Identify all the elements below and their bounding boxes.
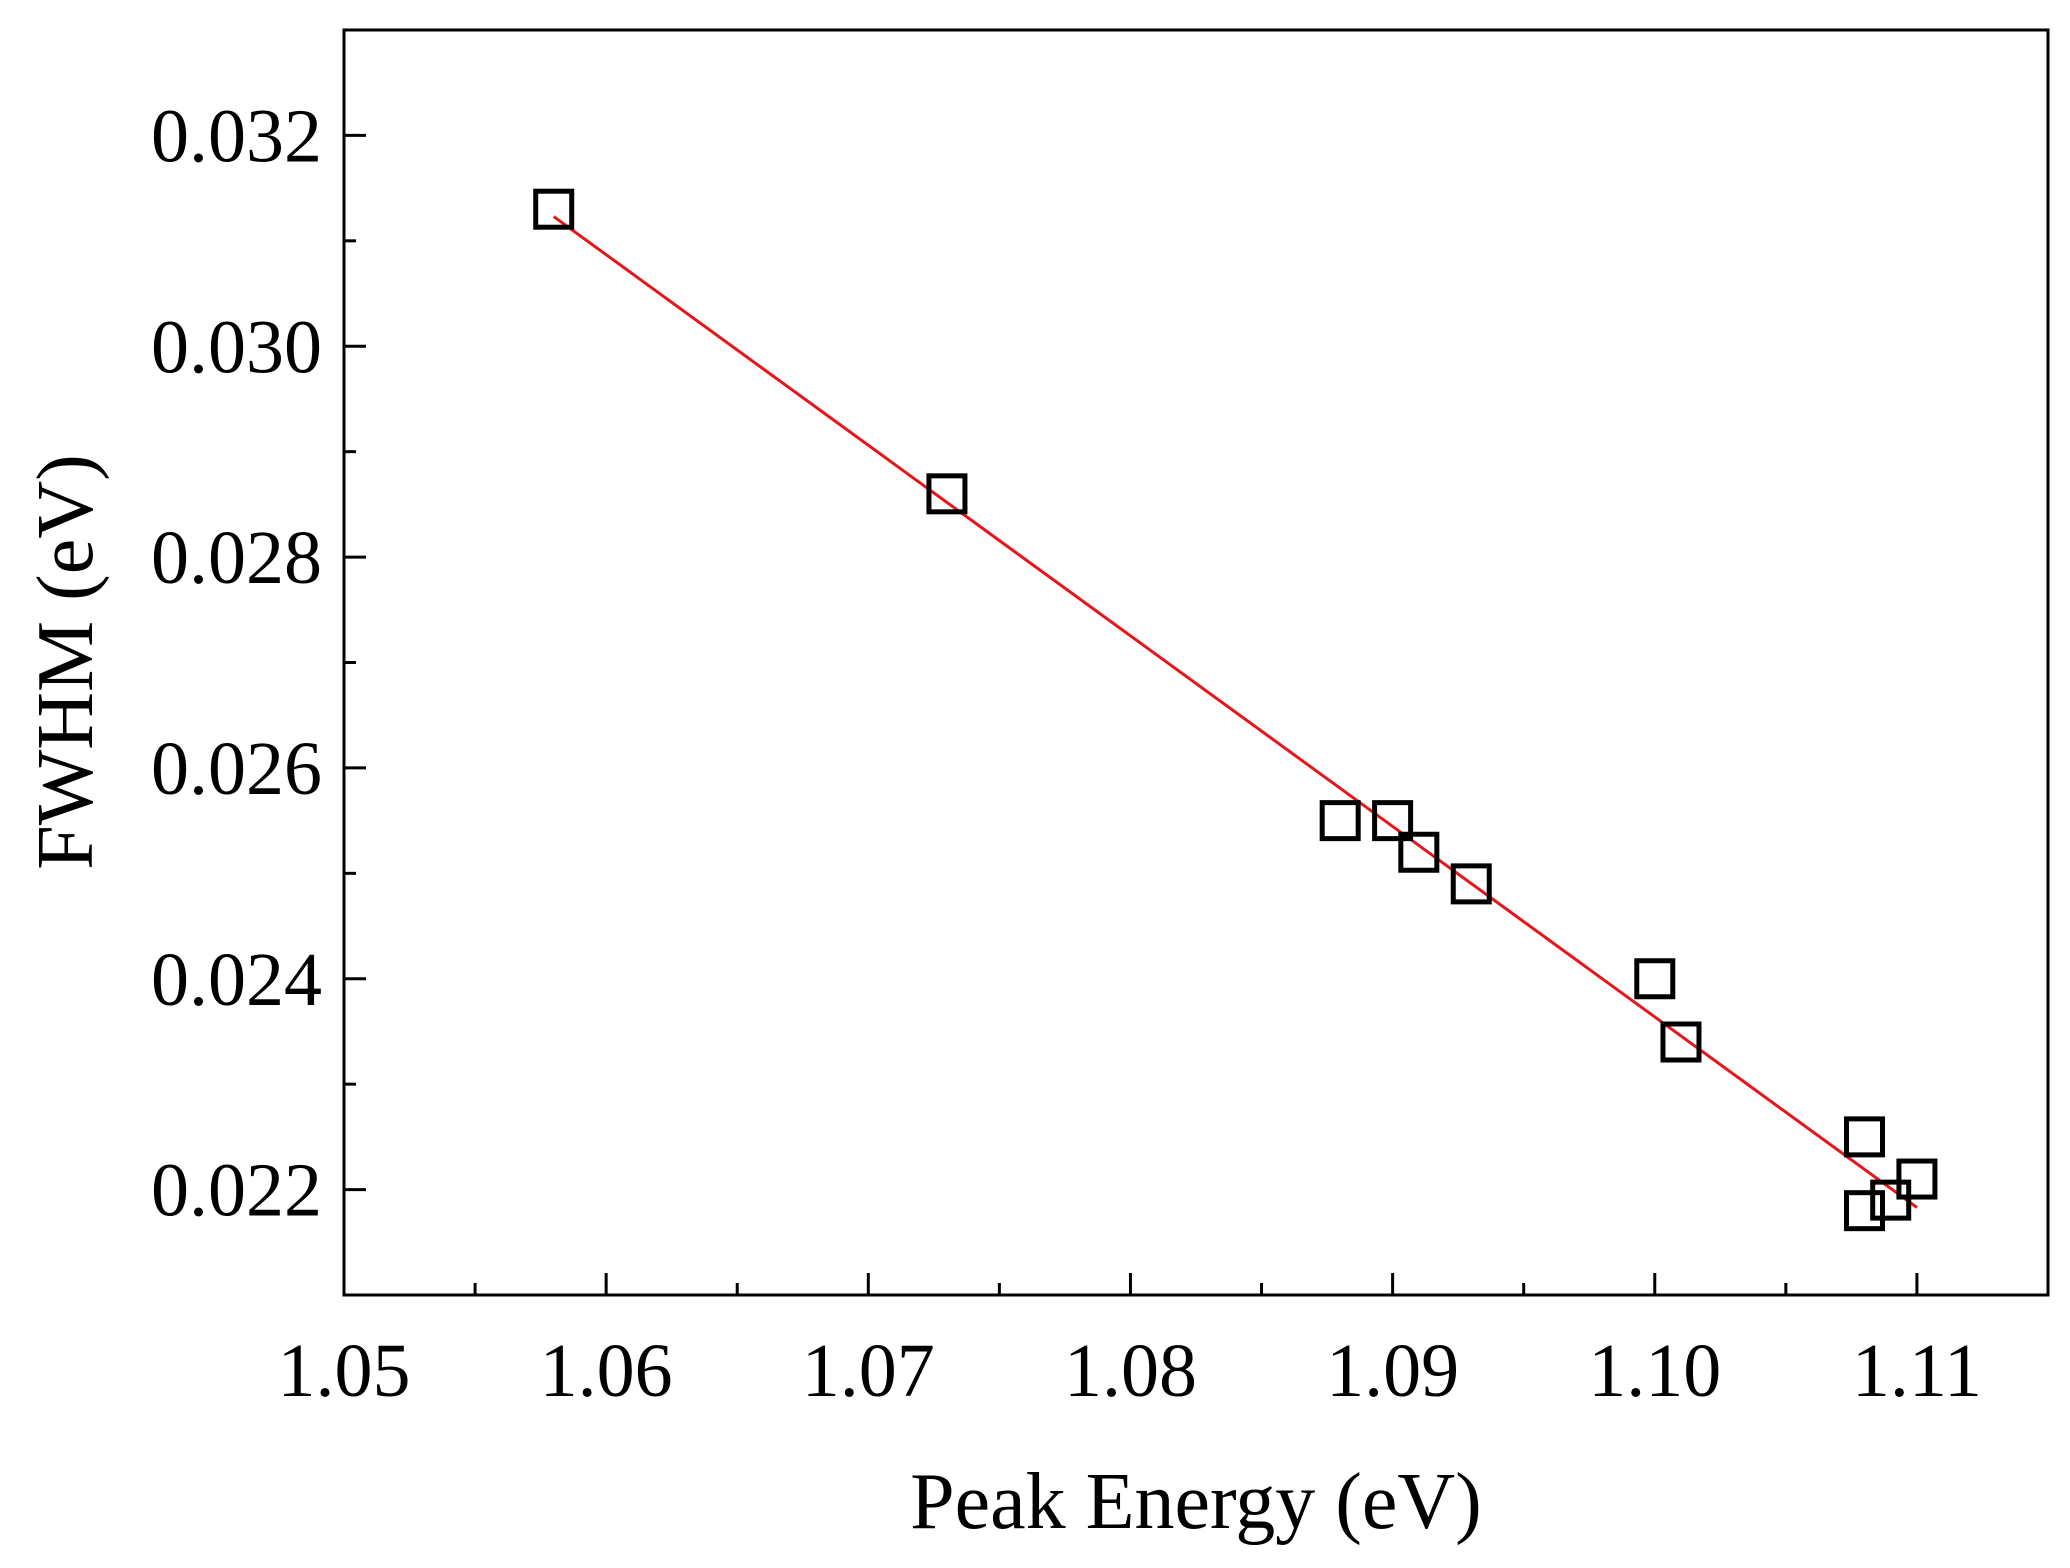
y-axis-tick-labels: 0.022 0.024 0.026 0.028 0.030 0.032 — [151, 94, 322, 1232]
y-tick-label: 0.022 — [151, 1149, 322, 1233]
x-tick-label: 1.06 — [540, 1329, 673, 1413]
y-tick-label: 0.032 — [151, 94, 322, 178]
data-point-square — [1398, 831, 1440, 873]
data-point-square — [1660, 1021, 1702, 1063]
data-point-square — [533, 188, 575, 230]
x-tick-label: 1.09 — [1326, 1329, 1459, 1413]
data-point-square — [1319, 800, 1361, 842]
x-tick-label: 1.08 — [1064, 1329, 1197, 1413]
y-axis-title: FWHM (eV) — [22, 454, 110, 869]
x-axis-tick-labels: 1.05 1.06 1.07 1.08 1.09 1.10 1.11 — [278, 1329, 1983, 1413]
data-points — [533, 188, 1938, 1232]
data-point-square — [1896, 1158, 1938, 1200]
y-axis-ticks — [344, 28, 366, 1297]
fit-line — [552, 215, 1918, 1209]
data-point-square — [1450, 863, 1492, 905]
data-point-square — [1843, 1116, 1885, 1158]
data-point-square — [1870, 1179, 1912, 1221]
y-tick-label: 0.026 — [151, 727, 322, 811]
y-tick-label: 0.024 — [151, 938, 322, 1022]
y-tick-label: 0.028 — [151, 516, 322, 600]
x-axis-ticks — [342, 1273, 2050, 1295]
x-tick-label: 1.05 — [278, 1329, 411, 1413]
x-tick-label: 1.10 — [1588, 1329, 1721, 1413]
data-point-square — [1372, 800, 1414, 842]
x-axis-title: Peak Energy (eV) — [910, 1458, 1482, 1546]
plot-frame — [342, 28, 2050, 1297]
x-tick-label: 1.07 — [802, 1329, 935, 1413]
data-point-square — [1634, 958, 1676, 1000]
data-point-square — [1843, 1190, 1885, 1232]
y-tick-label: 0.030 — [151, 305, 322, 389]
x-tick-label: 1.11 — [1852, 1329, 1982, 1413]
data-point-square — [926, 473, 968, 515]
